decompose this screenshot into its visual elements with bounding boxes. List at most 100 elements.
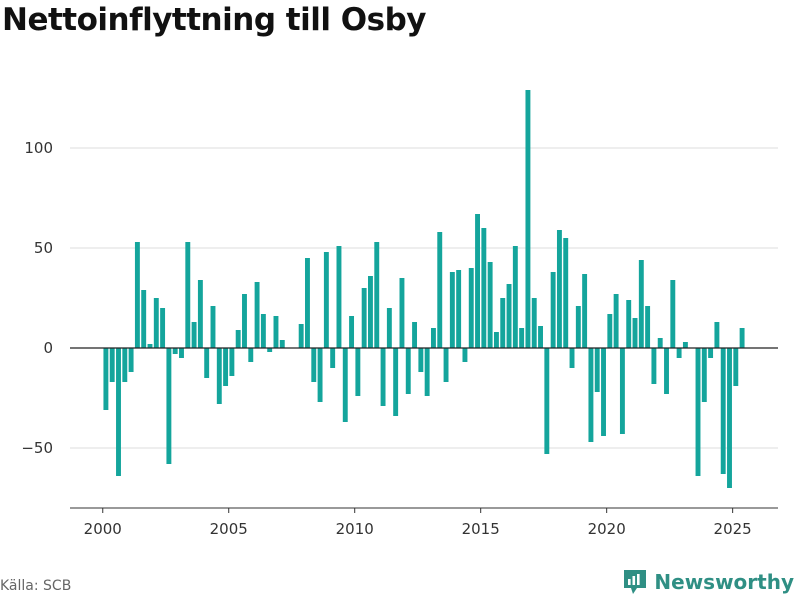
bar xyxy=(223,348,229,386)
bar xyxy=(607,314,613,348)
bar xyxy=(519,328,525,348)
bar xyxy=(563,238,569,348)
bar xyxy=(342,348,348,422)
bar xyxy=(556,230,562,348)
bar xyxy=(166,348,172,464)
bar xyxy=(279,340,285,348)
bar xyxy=(216,348,222,404)
bar xyxy=(103,348,109,410)
bar xyxy=(399,278,405,348)
bar xyxy=(550,272,556,348)
bar xyxy=(260,314,266,348)
bar xyxy=(305,258,310,348)
bar xyxy=(714,322,720,348)
bar xyxy=(588,348,594,442)
bar xyxy=(179,348,184,358)
bar xyxy=(430,328,436,348)
bar xyxy=(506,284,512,348)
bar xyxy=(613,294,619,348)
bar xyxy=(323,252,329,348)
brand-name: Newsworthy xyxy=(654,570,794,594)
bar xyxy=(134,242,140,348)
bar xyxy=(657,338,663,348)
bar xyxy=(374,242,380,348)
bar xyxy=(626,300,632,348)
bar xyxy=(235,330,241,348)
x-tick-label: 2015 xyxy=(462,520,500,538)
bar xyxy=(493,332,499,348)
bars xyxy=(103,90,745,488)
bar xyxy=(601,348,606,436)
x-tick-label: 2010 xyxy=(336,520,374,538)
bar xyxy=(727,348,732,488)
bar xyxy=(147,344,153,348)
bar xyxy=(569,348,575,368)
bar xyxy=(160,308,166,348)
brand-logo[interactable]: Newsworthy xyxy=(622,568,794,596)
bar xyxy=(443,348,449,382)
bar xyxy=(708,348,714,358)
bar xyxy=(739,328,745,348)
bar xyxy=(153,298,159,348)
chart-title: Nettoinflyttning till Osby xyxy=(2,2,427,38)
bar xyxy=(695,348,701,476)
bar xyxy=(349,316,355,348)
bar xyxy=(273,316,279,348)
y-tick-label: −50 xyxy=(21,439,53,457)
y-tick-label: 0 xyxy=(43,339,53,357)
bar xyxy=(128,348,134,372)
bar xyxy=(229,348,235,376)
bar xyxy=(525,90,531,348)
bar xyxy=(191,322,197,348)
bar xyxy=(701,348,707,402)
bar xyxy=(122,348,128,382)
bar xyxy=(670,280,676,348)
bar xyxy=(456,270,462,348)
bar xyxy=(664,348,669,394)
bar xyxy=(267,348,273,352)
bar xyxy=(336,246,342,348)
bar xyxy=(361,288,367,348)
x-tick-label: 2020 xyxy=(588,520,626,538)
bar xyxy=(651,348,657,384)
bar xyxy=(733,348,739,386)
bar xyxy=(405,348,411,394)
bar xyxy=(254,282,260,348)
bar xyxy=(210,306,216,348)
bar xyxy=(481,228,487,348)
bar xyxy=(204,348,210,378)
bar xyxy=(500,298,506,348)
bar xyxy=(393,348,399,416)
bar xyxy=(355,348,361,396)
bar xyxy=(720,348,726,474)
bar xyxy=(380,348,386,406)
bar xyxy=(368,276,373,348)
bar xyxy=(116,348,121,476)
bar xyxy=(248,348,254,362)
bar xyxy=(424,348,430,396)
y-tick-label: 100 xyxy=(24,139,53,157)
bar xyxy=(512,246,518,348)
bar xyxy=(242,294,247,348)
bar xyxy=(575,306,581,348)
bar xyxy=(141,290,147,348)
y-tick-label: 50 xyxy=(34,239,53,257)
bar xyxy=(632,318,638,348)
bar xyxy=(468,268,474,348)
bar xyxy=(172,348,178,354)
bar xyxy=(109,348,115,382)
bar xyxy=(538,326,543,348)
newsworthy-logo-icon xyxy=(624,570,647,594)
bar xyxy=(298,324,304,348)
bar xyxy=(462,348,468,362)
bar xyxy=(582,274,588,348)
bar xyxy=(437,232,443,348)
x-tick-label: 2025 xyxy=(714,520,752,538)
axes: −50 0 50 100 2000 2005 2010 2015 2020 2025 xyxy=(21,139,778,538)
bar xyxy=(594,348,600,392)
bar xyxy=(197,280,203,348)
bar xyxy=(544,348,550,454)
bar xyxy=(487,262,493,348)
bar xyxy=(676,348,682,358)
